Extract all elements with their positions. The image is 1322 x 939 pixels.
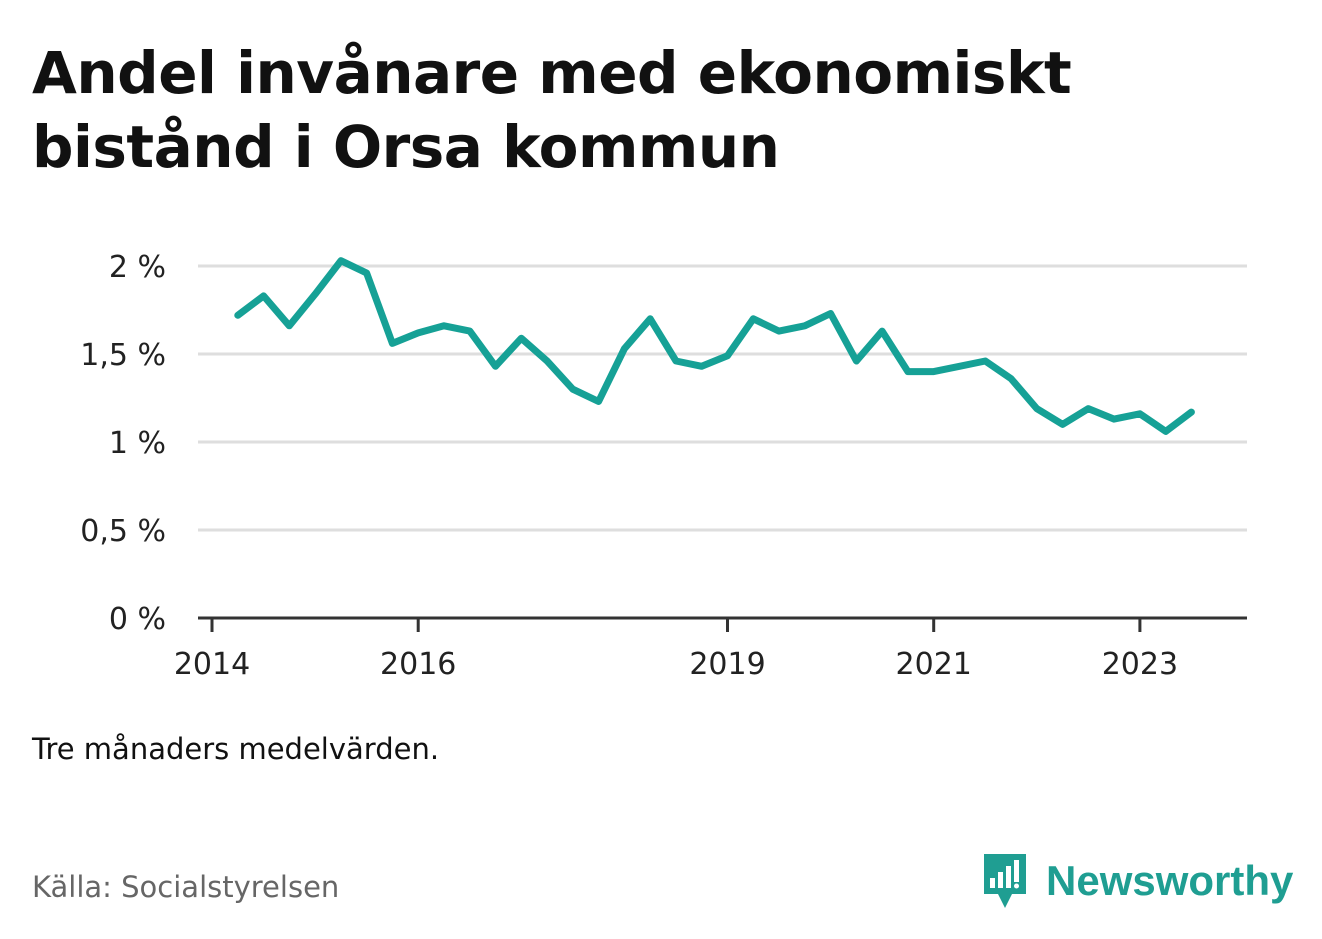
y-axis: 0 % 0,5 % 1 % 1,5 % 2 %: [80, 250, 166, 637]
source-text: Källa: Socialstyrelsen: [32, 870, 340, 904]
x-tick-label: 2016: [380, 647, 456, 682]
series-line: [234, 257, 1195, 435]
gridlines: [198, 264, 1247, 532]
brand-name: Newsworthy: [1046, 857, 1294, 904]
y-tick-label: 2 %: [109, 250, 166, 285]
x-tick-label: 2023: [1102, 647, 1178, 682]
newsworthy-logo-icon: [984, 854, 1026, 908]
x-tick-label: 2014: [174, 647, 250, 682]
chart-note: Tre månaders medelvärden.: [32, 732, 440, 766]
y-tick-label: 0,5 %: [80, 514, 166, 549]
chart-title: Andel invånare med ekonomiskt bistånd i …: [32, 39, 1072, 181]
x-tick-label: 2019: [689, 647, 765, 682]
line-chart: 0 % 0,5 % 1 % 1,5 % 2 % 2014 2016 2019 2021 2023: [80, 250, 1247, 682]
y-tick-label: 1 %: [109, 426, 166, 461]
x-axis: 2014 2016 2019 2021 2023: [174, 618, 1178, 682]
y-tick-label: 1,5 %: [80, 338, 166, 373]
y-tick-label: 0 %: [109, 602, 166, 637]
brand-logo[interactable]: Newsworthy: [980, 850, 1293, 912]
x-tick-label: 2021: [896, 647, 972, 682]
